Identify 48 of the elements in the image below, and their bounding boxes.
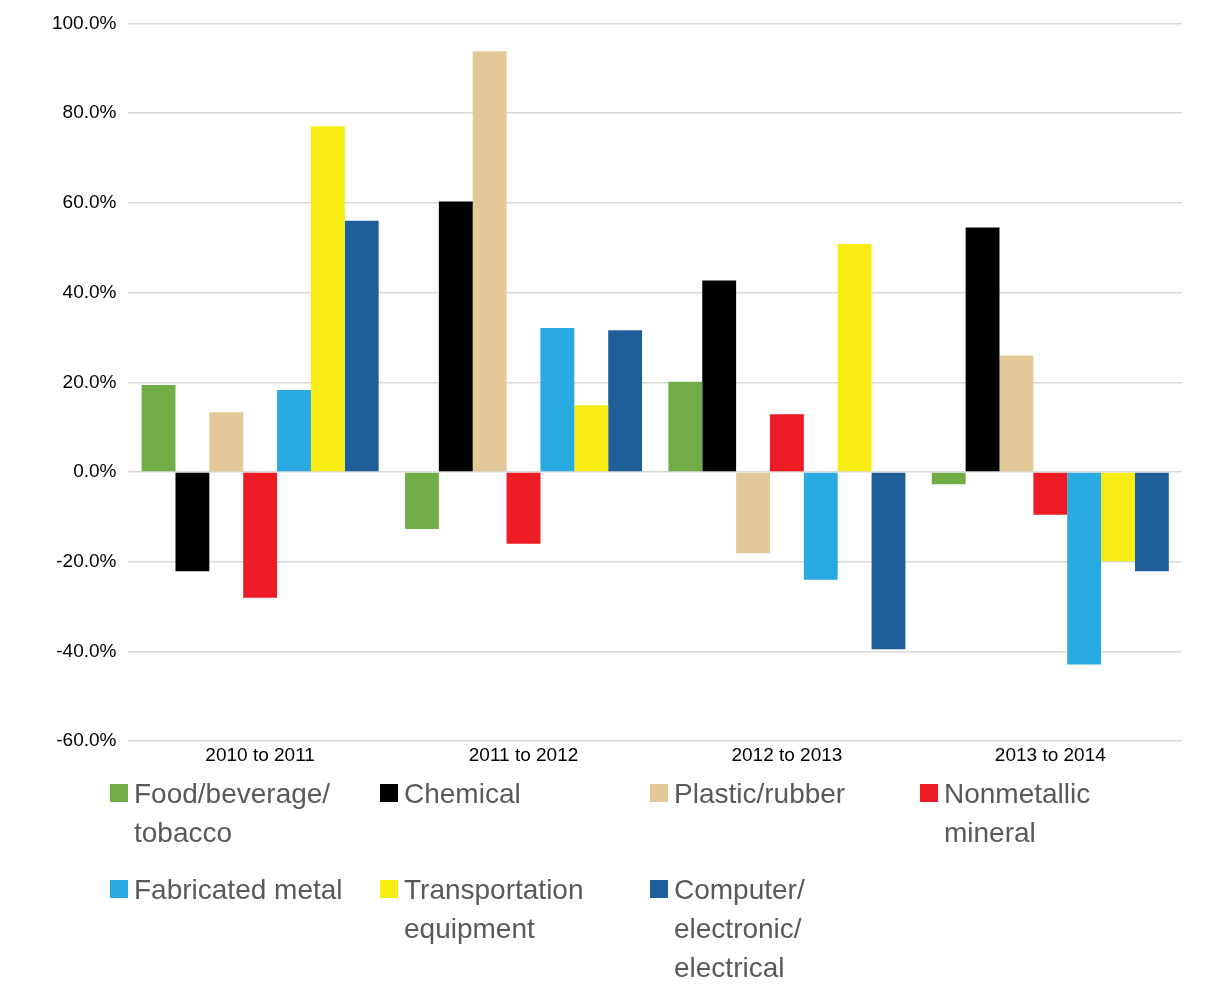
bar [472, 51, 507, 472]
x-tick-label: 2012 to 2013 [731, 743, 843, 765]
y-tick-label: 100.0% [51, 11, 117, 33]
y-tick-label: 60.0% [62, 191, 117, 213]
y-tick-label: 0.0% [73, 460, 117, 482]
bar [310, 126, 345, 472]
bar [1134, 472, 1169, 572]
y-tick-label: 20.0% [62, 370, 117, 392]
bar [931, 472, 966, 485]
bar [608, 330, 643, 472]
x-tick-label: 2011 to 2012 [468, 743, 579, 765]
bar [243, 472, 278, 598]
bar [405, 472, 439, 529]
bar [175, 472, 210, 572]
x-tick-label: 2010 to 2011 [205, 743, 315, 765]
bar [668, 381, 703, 472]
bar [803, 472, 838, 580]
legend-label: Transportation equipment [404, 873, 585, 946]
legend-label: Plastic/rubber [674, 777, 847, 811]
bar [769, 414, 804, 472]
legend-label: Fabricated metal [134, 873, 344, 907]
bar [702, 280, 737, 472]
legend-label: Nonmetallic mineral [944, 777, 1092, 850]
legend-label: Chemical [404, 777, 522, 811]
bar [209, 412, 244, 472]
y-tick-label: -20.0% [56, 549, 117, 571]
y-tick-label: -40.0% [56, 639, 117, 661]
legend-label: Computer/electronic/electrical [674, 873, 806, 985]
y-tick-label: 40.0% [62, 280, 117, 302]
bar [871, 472, 906, 650]
bar [438, 201, 473, 472]
bar [277, 389, 311, 472]
bar [141, 384, 176, 472]
y-tick-label: -60.0% [56, 729, 117, 751]
legend-label: Food/beverage/tobacco [134, 777, 332, 850]
bar [1101, 472, 1135, 562]
bar [506, 472, 541, 544]
bar [965, 227, 1000, 472]
bar [540, 328, 575, 472]
bar [736, 472, 770, 554]
bar [1033, 472, 1068, 515]
bar [999, 355, 1034, 472]
x-tick-label: 2013 to 2014 [994, 743, 1107, 765]
bar [574, 405, 609, 472]
bar [344, 220, 379, 472]
bar [1067, 472, 1102, 665]
bar [837, 244, 872, 472]
y-tick-label: 80.0% [62, 101, 117, 123]
